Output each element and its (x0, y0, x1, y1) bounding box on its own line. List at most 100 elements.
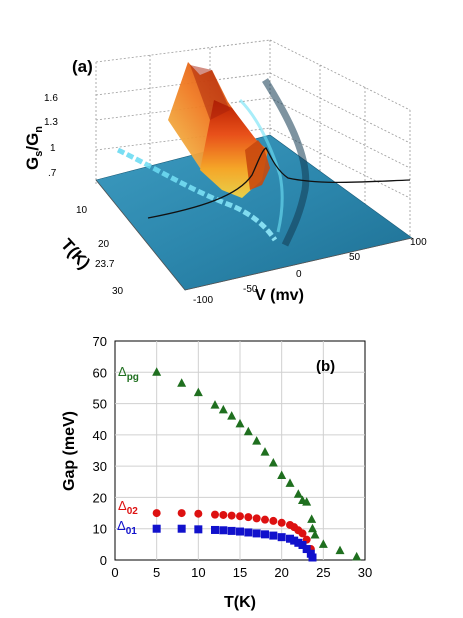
circle-point (227, 511, 236, 520)
square-point (298, 540, 307, 549)
square-point (152, 524, 161, 533)
t-axis-label: T(K) (57, 235, 94, 273)
square-point (302, 545, 311, 554)
circle-point (298, 529, 307, 538)
circle-point (277, 518, 286, 527)
y-axis-label: Gap (meV) (61, 411, 78, 491)
circle-point (261, 515, 269, 524)
triangle-point (235, 418, 245, 428)
cut-line (147, 147, 411, 219)
circle-point (219, 510, 228, 519)
z-tick-label: .7 (48, 168, 57, 179)
circle-point (269, 516, 278, 525)
y-tick-label: 50 (93, 397, 107, 412)
y-tick-label: 10 (93, 522, 107, 537)
y-tick-label: 20 (93, 490, 107, 505)
square-point (211, 525, 219, 534)
circle-point (194, 509, 203, 518)
series-label: Δ01 (117, 518, 137, 537)
triangle-point (285, 478, 295, 487)
x-tick-label: 15 (233, 565, 247, 580)
t-tick-label: 20 (98, 239, 110, 250)
gap-chart-svg: 0 5 10 15 20 25 30 0 10 20 30 40 50 60 70 Gap (meV) T(… (61, 334, 373, 611)
v-tick-label: 50 (349, 252, 361, 263)
series-label: Δpg (118, 364, 139, 383)
panel-b-scatter: 0 5 10 15 20 25 30 0 10 20 30 40 50 60 70 Gap (meV) T(… (0, 318, 463, 618)
circle-point (236, 512, 244, 521)
square-point (219, 526, 228, 535)
square-point (236, 527, 244, 536)
v-axis-label: V (mv) (255, 287, 304, 304)
triangle-point (268, 458, 278, 467)
square-point (308, 553, 317, 562)
triangle-point (152, 367, 162, 376)
peak-shading (190, 65, 230, 120)
z-tick-labels: 1.6 1.3 1 .7 (44, 93, 58, 179)
circle-point (211, 510, 219, 519)
x-tick-label: 30 (358, 565, 372, 580)
circle-point (252, 514, 261, 523)
triangle-point (302, 497, 312, 506)
triangle-point (307, 514, 317, 523)
v-tick-label: -100 (193, 295, 213, 306)
triangle-point (177, 378, 187, 387)
y-tick-label: 60 (93, 365, 107, 380)
z-tick-label: 1.6 (44, 93, 58, 104)
triangle-point (243, 426, 253, 436)
triangle-point (227, 411, 237, 420)
square-point (244, 528, 253, 537)
triangle-point (352, 551, 362, 561)
triangle-point (210, 400, 220, 409)
circle-point (152, 509, 161, 518)
y-tick-label: 30 (93, 459, 107, 474)
data-points (152, 367, 362, 562)
x-tick-label: 10 (191, 565, 205, 580)
square-point (194, 525, 203, 534)
square-point (261, 530, 269, 539)
dip-dark (262, 78, 310, 247)
ridge-left (116, 147, 278, 242)
t-tick-label: 23.7 (95, 259, 115, 270)
circle-point (244, 513, 253, 522)
square-point (269, 531, 278, 540)
z-tick-label: 1.3 (44, 117, 58, 128)
y-tick-label: 70 (93, 334, 107, 349)
panel-a-3d-surface: (a) Gs/Gn 1.6 1.3 1 .7 T(K) 10 20 23.7 30 V (m… (23, 39, 427, 306)
triangle-point (277, 470, 287, 480)
triangle-point (318, 539, 328, 548)
y-tick-label: 40 (93, 428, 107, 443)
z-tick-label: 1 (50, 143, 56, 154)
triangle-point (193, 387, 203, 397)
t-tick-label: 10 (76, 205, 88, 216)
v-tick-label: 0 (296, 269, 302, 280)
series-label: Δ02 (118, 498, 138, 517)
x-tick-label: 0 (111, 565, 118, 580)
triangle-point (218, 404, 228, 414)
surface-plot-svg: (a) Gs/Gn 1.6 1.3 1 .7 T(K) 10 20 23.7 30 V (m… (23, 39, 427, 306)
x-tick-label: 25 (316, 565, 330, 580)
triangle-point (260, 447, 270, 456)
triangle-point (308, 523, 317, 533)
square-point (177, 524, 186, 533)
v-tick-labels: -100 -50 0 50 100 (193, 237, 427, 306)
ridge-right (238, 98, 284, 233)
front-edges (95, 179, 413, 291)
panel-b-label: (b) (316, 358, 335, 375)
x-tick-label: 5 (153, 565, 160, 580)
square-point (294, 538, 303, 547)
z-axis-label: Gs/Gn (23, 126, 45, 170)
x-tick-label: 20 (274, 565, 288, 580)
square-point (227, 526, 236, 535)
triangle-point (335, 545, 345, 555)
square-point (290, 536, 299, 545)
v-tick-label: -50 (243, 284, 258, 295)
axis-ticks: 0 5 10 15 20 25 30 0 10 20 30 40 50 60 70 (93, 334, 373, 580)
square-point (286, 534, 294, 543)
triangle-point (252, 436, 262, 445)
y-tick-label: 0 (100, 553, 107, 568)
panel-a-label: (a) (72, 57, 93, 76)
square-point (252, 529, 261, 538)
square-point (277, 533, 286, 542)
t-tick-label: 30 (112, 286, 124, 297)
